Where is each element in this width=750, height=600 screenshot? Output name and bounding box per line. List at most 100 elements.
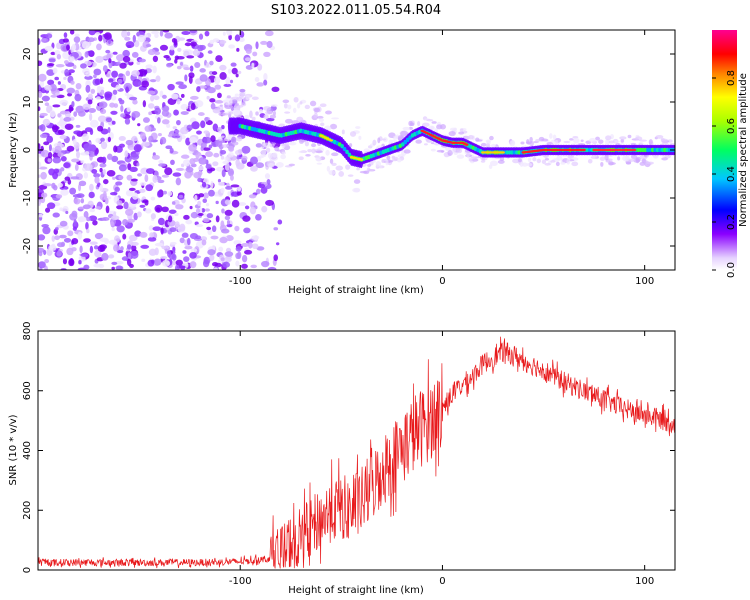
spectrogram-noise-cell: [46, 69, 55, 77]
spectrogram-noise-cell: [137, 173, 142, 177]
spectrogram-noise-cell: [229, 79, 234, 84]
snr-xtick-label: 100: [635, 576, 654, 587]
spectrogram-ridge-peak: [329, 139, 334, 142]
spectrogram-noise-cell: [80, 63, 87, 69]
spectrogram-noise-cell: [316, 162, 323, 165]
spectrogram-noise-cell: [231, 141, 239, 146]
spectrogram-noise-cell: [113, 244, 120, 252]
spectrogram-noise-cell: [102, 65, 108, 72]
spectrogram-noise-cell: [265, 147, 271, 153]
spectrogram-noise-cell: [242, 215, 251, 222]
spectrogram-noise-cell: [262, 142, 271, 148]
spectrogram-noise-cell: [97, 86, 105, 91]
spectrogram-noise-cell: [95, 31, 101, 36]
spectrogram-noise-cell: [277, 219, 283, 225]
spectrogram-noise-cell: [90, 88, 96, 94]
spectrogram-noise-cell: [87, 37, 95, 43]
spectrogram-noise-cell: [260, 149, 267, 156]
spectrogram-noise-cell: [189, 158, 196, 165]
spectrogram-noise-cell: [47, 63, 55, 67]
spectrogram-noise-cell: [217, 105, 224, 111]
spectrogram-noise-cell: [239, 88, 246, 93]
spectrogram-noise-cell: [120, 105, 124, 113]
spectrogram-noise-cell: [275, 242, 280, 246]
spectrogram-noise-cell: [69, 30, 75, 35]
spectrogram-noise-cell: [38, 38, 41, 45]
spectrogram-noise-cell: [139, 188, 146, 193]
spectrogram-noise-cell: [281, 143, 290, 147]
spectrogram-noise-cell: [275, 162, 284, 168]
snr-panel: -100 0 100 0 200 400 600 800 Height of straight…: [8, 321, 676, 596]
spectrogram-noise-cell: [235, 149, 243, 156]
spectrogram-noise-cell: [94, 151, 98, 156]
spectrogram-noise-cell: [215, 55, 223, 63]
spectrogram-noise-cell: [175, 177, 182, 186]
spectrogram-noise-cell: [209, 98, 216, 103]
spectrogram-noise-cell: [166, 123, 171, 128]
spectrogram-noise-cell: [72, 64, 77, 69]
spectrogram-noise-cell: [526, 162, 533, 167]
spectrogram-noise-cell: [238, 202, 247, 206]
spectrogram-noise-cell: [315, 150, 323, 154]
spectrogram-noise-cell: [220, 149, 227, 155]
spectrogram-noise-cell: [475, 137, 480, 142]
spectrogram-noise-cell: [205, 202, 210, 207]
spectrogram-noise-cell: [396, 158, 402, 163]
spectrogram-noise-cell: [181, 232, 189, 238]
spectrogram-noise-cell: [154, 107, 161, 115]
spectrogram-noise-cell: [41, 223, 49, 228]
spectrogram-noise-cell: [255, 188, 261, 195]
spectrogram-noise-cell: [211, 225, 217, 233]
spectrogram-noise-cell: [488, 164, 493, 170]
spectrogram-noise-cell: [227, 191, 231, 197]
spectrogram-noise-cell: [88, 108, 97, 113]
spectrogram-noise-cell: [66, 247, 74, 256]
spectrogram-noise-cell: [40, 149, 50, 158]
spectrogram-noise-cell: [205, 61, 210, 68]
spectrogram-noise-cell: [224, 156, 229, 162]
spectrogram-noise-cell: [326, 165, 331, 172]
spectrogram-noise-cell: [163, 55, 170, 59]
spectrogram-noise-cell: [221, 208, 225, 214]
spectrogram-noise-cell: [51, 147, 56, 152]
spectrogram-noise-cell: [126, 45, 132, 49]
spectrogram-noise-cell: [130, 241, 139, 246]
spectrogram-noise-cell: [248, 194, 257, 199]
spectrogram-xlabel: Height of straight line (km): [288, 285, 424, 296]
spectrogram-noise-cell: [206, 95, 210, 100]
spectrogram-noise-cell: [249, 110, 253, 119]
spectrogram-noise-cell: [225, 76, 231, 85]
spectrogram-noise-cell: [273, 254, 279, 262]
spectrogram-noise-cell: [184, 74, 188, 82]
spectrogram-noise-cell: [68, 107, 74, 112]
spectrogram-noise-cell: [148, 103, 155, 109]
spectrogram-noise-cell: [255, 214, 262, 221]
spectrogram-noise-cell: [161, 174, 170, 178]
spectrogram-noise-cell: [267, 266, 277, 270]
spectrogram-noise-cell: [118, 175, 124, 180]
spectrogram-noise-cell: [203, 136, 212, 144]
spectrogram-heatmap: [38, 30, 675, 270]
spectrogram-noise-cell: [215, 139, 223, 147]
spectrogram-noise-cell: [204, 208, 210, 212]
spectrogram-noise-cell: [93, 245, 99, 250]
spectrogram-noise-cell: [68, 69, 75, 74]
spectrogram-noise-cell: [403, 149, 411, 154]
spectrogram-noise-cell: [356, 167, 360, 171]
spectrogram-noise-cell: [189, 261, 197, 269]
spectrogram-noise-cell: [83, 143, 92, 151]
spectrogram-noise-cell: [304, 104, 311, 110]
spectrogram-noise-cell: [131, 111, 141, 118]
spectrogram-noise-cell: [331, 162, 337, 166]
spectrogram-noise-cell: [169, 48, 175, 56]
spectrogram-noise-cell: [236, 47, 240, 52]
spectrogram-noise-cell: [236, 191, 242, 196]
spectrogram-noise-cell: [38, 60, 43, 67]
spectrogram-noise-cell: [65, 210, 69, 215]
spectrogram-ytick-label: 20: [22, 48, 33, 61]
spectrogram-noise-cell: [211, 262, 219, 267]
spectrogram-noise-cell: [186, 124, 193, 131]
spectrogram-noise-cell: [222, 31, 226, 36]
spectrogram-noise-cell: [198, 193, 205, 198]
spectrogram-noise-cell: [38, 106, 41, 112]
